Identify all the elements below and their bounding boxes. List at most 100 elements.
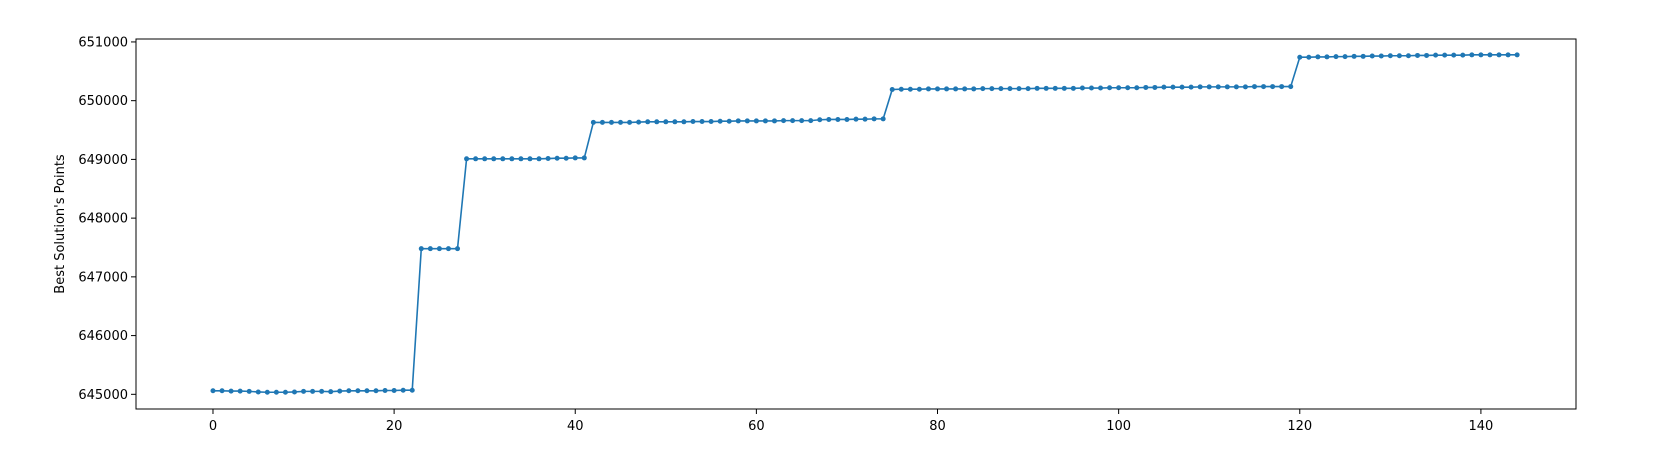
data-point [781, 118, 787, 124]
data-point [1134, 85, 1140, 91]
data-point [319, 388, 325, 394]
data-point [391, 388, 397, 393]
data-point [599, 119, 605, 125]
data-point [1487, 52, 1493, 58]
data-point [246, 388, 252, 394]
data-point [1215, 84, 1221, 90]
data-point [944, 86, 950, 92]
data-point [1070, 85, 1076, 91]
data-point [1143, 84, 1149, 90]
data-point [1288, 84, 1294, 90]
data-point [1188, 84, 1194, 90]
data-point [925, 86, 931, 92]
data-point [1433, 52, 1439, 58]
data-point [1098, 85, 1104, 91]
data-point [1342, 54, 1348, 60]
data-point [346, 388, 352, 394]
data-point [536, 156, 542, 162]
data-point [771, 118, 777, 124]
data-point [690, 119, 696, 125]
data-point [1279, 84, 1285, 90]
data-point [210, 388, 216, 394]
y-axis-label: Best Solution's Points [53, 154, 68, 294]
data-point [518, 156, 524, 162]
data-point [1297, 54, 1303, 60]
data-point [418, 246, 424, 252]
data-point [1360, 53, 1366, 59]
data-point [998, 86, 1004, 92]
x-tick-label: 60 [748, 419, 765, 434]
data-point [1016, 86, 1022, 92]
data-point [1224, 84, 1230, 90]
data-point [1242, 84, 1248, 90]
data-point [581, 155, 587, 161]
data-point [509, 156, 515, 162]
data-point [1514, 52, 1520, 58]
data-point [871, 116, 877, 122]
data-point [1034, 85, 1040, 91]
data-point [1378, 53, 1384, 59]
data-point [907, 86, 913, 92]
data-point [826, 116, 832, 122]
data-point [726, 118, 732, 124]
data-point [608, 119, 614, 125]
data-point [1451, 52, 1457, 58]
y-tick-label: 645000 [78, 388, 128, 403]
data-point [1025, 86, 1031, 92]
data-point [491, 156, 497, 162]
data-point [1369, 53, 1375, 59]
data-point [699, 119, 705, 125]
x-tick-label: 120 [1287, 419, 1312, 434]
data-point [554, 155, 560, 161]
data-point [337, 388, 343, 394]
data-point [762, 118, 768, 124]
plot-area-frame [135, 38, 1577, 410]
data-point [301, 388, 307, 394]
data-point [1061, 85, 1067, 91]
data-point [1496, 52, 1502, 58]
data-point [400, 387, 406, 393]
data-point [482, 156, 488, 162]
data-point [1396, 53, 1402, 59]
data-point [436, 246, 442, 252]
y-tick-label: 646000 [78, 329, 128, 344]
data-point [445, 246, 451, 252]
data-point [835, 116, 841, 122]
data-point [1088, 85, 1094, 91]
data-point [1387, 53, 1393, 59]
data-point [273, 389, 279, 395]
data-point [409, 387, 415, 393]
data-point [971, 86, 977, 92]
data-point [898, 86, 904, 92]
data-point [427, 246, 433, 252]
data-point [282, 389, 288, 395]
data-point [744, 118, 750, 124]
data-point [672, 119, 678, 125]
data-point [799, 118, 805, 124]
data-point [817, 117, 823, 123]
x-tick-label: 140 [1468, 419, 1493, 434]
data-point [464, 156, 470, 162]
data-point [1460, 52, 1466, 58]
data-point [572, 155, 578, 161]
data-point [455, 246, 461, 252]
data-point [654, 119, 660, 125]
data-point [1116, 85, 1122, 91]
data-point [953, 86, 959, 92]
data-point [1315, 54, 1321, 60]
x-tick-label: 20 [386, 419, 403, 434]
data-point [1233, 84, 1239, 90]
data-point [1206, 84, 1212, 90]
data-point [935, 86, 941, 92]
x-tick-label: 80 [929, 419, 946, 434]
data-point [382, 388, 388, 393]
data-point [1197, 84, 1203, 90]
data-point [355, 388, 361, 394]
data-point [916, 86, 922, 92]
data-point [310, 388, 316, 394]
data-point [1424, 52, 1430, 58]
data-point [862, 116, 868, 122]
data-point [853, 116, 859, 122]
y-axis: 645000 646000 647000 648000 649000 650000 6510… [78, 35, 136, 403]
